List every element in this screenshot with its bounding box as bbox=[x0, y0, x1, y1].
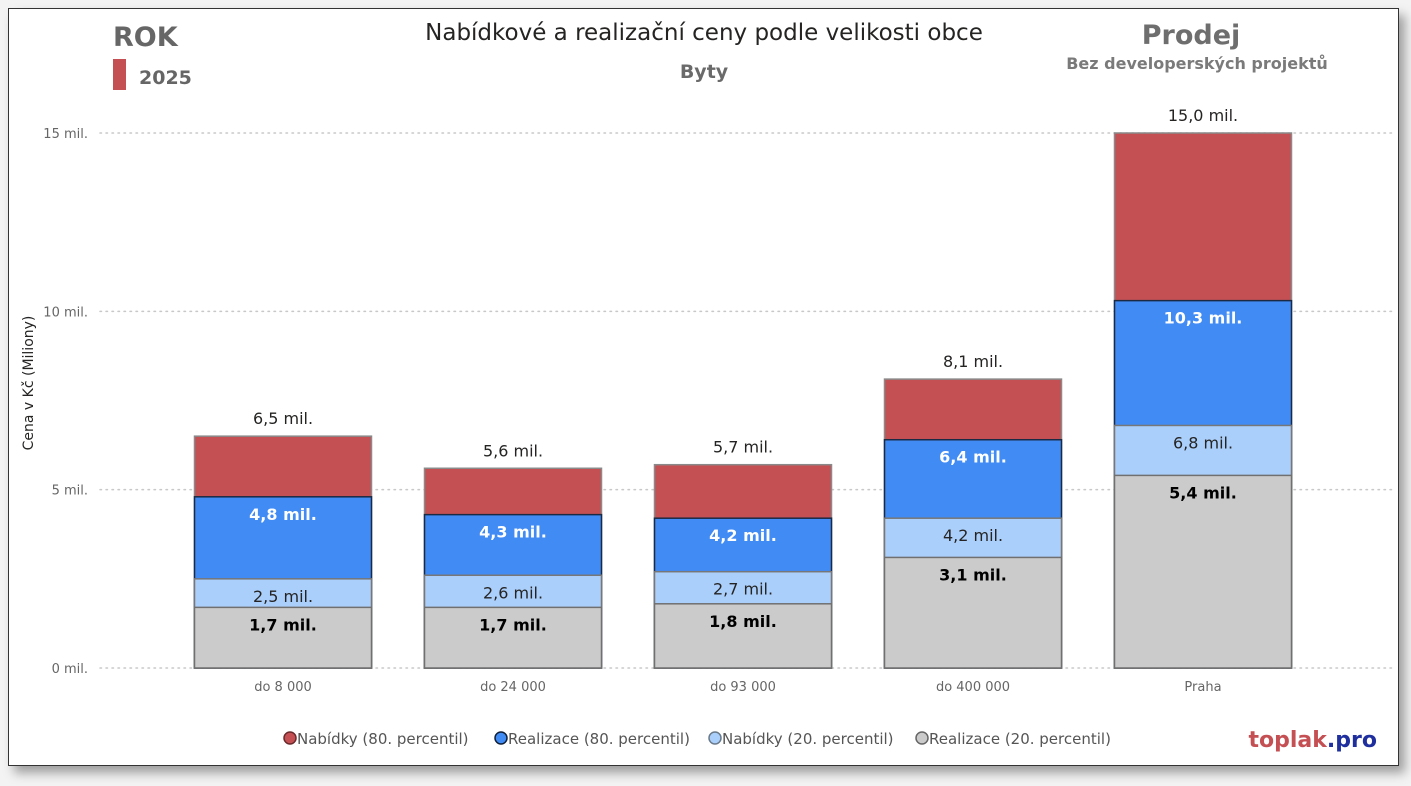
data-label: 4,8 mil. bbox=[249, 505, 317, 524]
data-label: 4,2 mil. bbox=[709, 526, 777, 545]
bar-realizace-20-percentil-1[interactable] bbox=[423, 606, 603, 669]
mode-title: Prodej bbox=[1142, 20, 1241, 51]
legend-label: Realizace (20. percentil) bbox=[929, 730, 1111, 748]
x-tick-label: do 93 000 bbox=[710, 680, 776, 695]
legend-label: Nabídky (80. percentil) bbox=[297, 730, 469, 748]
data-label: 5,6 mil. bbox=[483, 441, 543, 460]
data-label: 4,3 mil. bbox=[479, 523, 547, 542]
data-label: 6,8 mil. bbox=[1173, 433, 1233, 452]
data-label: 6,4 mil. bbox=[939, 448, 1007, 467]
y-ticks: 0 mil. 5 mil. 10 mil. 15 mil. bbox=[43, 127, 88, 677]
legend-item[interactable]: Realizace (80. percentil) bbox=[494, 730, 690, 748]
data-label: 5,7 mil. bbox=[713, 438, 773, 457]
y-tick-label: 15 mil. bbox=[43, 127, 88, 142]
legend-label: Realizace (80. percentil) bbox=[508, 730, 690, 748]
legend-marker-icon bbox=[494, 731, 508, 745]
data-label: 5,4 mil. bbox=[1169, 483, 1237, 502]
x-ticks: do 8 000 do 24 000 do 93 000 do 400 000 Prah… bbox=[254, 680, 1221, 695]
brand-logo: toplak.pro bbox=[1249, 728, 1377, 753]
x-tick-label: do 24 000 bbox=[480, 680, 546, 695]
y-tick-label: 0 mil. bbox=[52, 662, 88, 677]
data-label: 2,7 mil. bbox=[713, 580, 773, 599]
x-tick-label: Praha bbox=[1184, 680, 1221, 695]
filter-label: ROK bbox=[113, 22, 179, 53]
chart-subtitle: Byty bbox=[680, 61, 729, 83]
data-label: 1,8 mil. bbox=[709, 612, 777, 631]
data-label: 6,5 mil. bbox=[253, 409, 313, 428]
y-tick-label: 10 mil. bbox=[43, 305, 88, 320]
data-label: 1,7 mil. bbox=[479, 615, 547, 634]
data-label: 1,7 mil. bbox=[249, 615, 317, 634]
bar-realizace-20-percentil-0[interactable] bbox=[193, 606, 373, 669]
bar-realizace-20-percentil-3[interactable] bbox=[883, 556, 1063, 669]
data-label: 8,1 mil. bbox=[943, 352, 1003, 371]
legend-label: Nabídky (20. percentil) bbox=[722, 730, 894, 748]
legend-marker-icon bbox=[915, 731, 929, 745]
filter-color-swatch[interactable] bbox=[113, 59, 126, 90]
mode-subtitle: Bez developerských projektů bbox=[1066, 54, 1328, 73]
legend-marker-icon bbox=[283, 731, 297, 745]
data-label: 10,3 mil. bbox=[1164, 309, 1243, 328]
x-tick-label: do 8 000 bbox=[254, 680, 312, 695]
legend: Nabídky (80. percentil) Realizace (80. pe… bbox=[283, 730, 1111, 748]
bar-realizace-20-percentil-4[interactable] bbox=[1113, 474, 1293, 669]
data-label: 4,2 mil. bbox=[943, 526, 1003, 545]
legend-item[interactable]: Nabídky (80. percentil) bbox=[283, 730, 469, 748]
legend-item[interactable]: Realizace (20. percentil) bbox=[915, 730, 1111, 748]
brand-part2: .pro bbox=[1327, 728, 1377, 753]
data-labels: 6,5 mil. 4,8 mil. 2,5 mil. 1,7 mil. 5,6 mil.… bbox=[249, 106, 1242, 634]
legend-item[interactable]: Nabídky (20. percentil) bbox=[708, 730, 894, 748]
y-axis-label: Cena v Kč (Miliony) bbox=[21, 316, 37, 451]
data-label: 3,1 mil. bbox=[939, 565, 1007, 584]
chart-title: Nabídkové a realizační ceny podle veliko… bbox=[425, 20, 983, 46]
data-label: 2,5 mil. bbox=[253, 587, 313, 606]
bar-realizace-20-percentil-2[interactable] bbox=[653, 603, 833, 669]
bars bbox=[193, 132, 1293, 669]
x-tick-label: do 400 000 bbox=[936, 680, 1010, 695]
legend-marker-icon bbox=[708, 731, 722, 745]
filter-value[interactable]: 2025 bbox=[139, 67, 192, 89]
data-label: 2,6 mil. bbox=[483, 583, 543, 602]
y-tick-label: 5 mil. bbox=[52, 484, 88, 499]
data-label: 15,0 mil. bbox=[1168, 106, 1238, 125]
brand-part1: toplak bbox=[1249, 728, 1329, 753]
